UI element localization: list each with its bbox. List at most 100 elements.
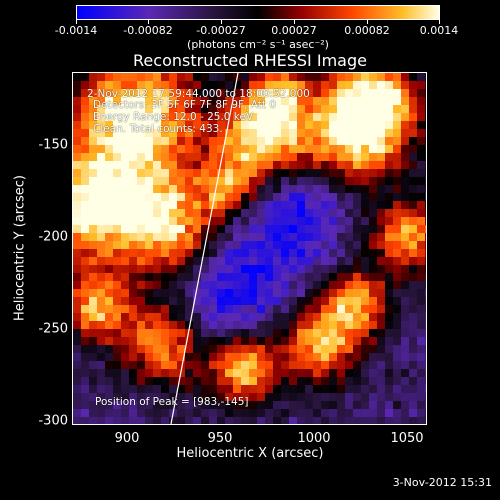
image-pixel — [137, 249, 145, 257]
image-pixel — [273, 257, 281, 265]
image-pixel — [257, 273, 265, 281]
image-pixel — [369, 273, 377, 281]
image-pixel — [289, 401, 297, 409]
image-pixel — [225, 233, 233, 241]
image-pixel — [361, 121, 369, 129]
image-pixel — [321, 353, 329, 361]
image-pixel — [217, 145, 225, 153]
colorbar-tick-label: 0.00082 — [344, 24, 390, 37]
image-pixel — [361, 385, 369, 393]
image-pixel — [305, 257, 313, 265]
image-pixel — [361, 313, 369, 321]
image-pixel — [401, 241, 409, 249]
image-pixel — [361, 185, 369, 193]
image-pixel — [249, 97, 257, 105]
image-pixel — [329, 345, 337, 353]
image-pixel — [289, 289, 297, 297]
image-pixel — [321, 97, 329, 105]
image-pixel — [297, 345, 305, 353]
image-pixel — [297, 225, 305, 233]
image-pixel — [409, 233, 417, 241]
image-pixel — [369, 241, 377, 249]
image-pixel — [281, 73, 289, 81]
image-pixel — [233, 89, 241, 97]
image-pixel — [145, 73, 153, 81]
image-pixel — [425, 417, 426, 424]
image-pixel — [257, 193, 265, 201]
image-pixel — [81, 393, 89, 401]
image-pixel — [265, 145, 273, 153]
image-pixel — [345, 409, 353, 417]
image-pixel — [377, 361, 385, 369]
image-pixel — [425, 153, 426, 161]
image-pixel — [217, 345, 225, 353]
image-pixel — [385, 193, 393, 201]
image-pixel — [369, 361, 377, 369]
image-pixel — [129, 297, 137, 305]
image-pixel — [73, 297, 81, 305]
image-pixel — [241, 169, 249, 177]
image-pixel — [377, 105, 385, 113]
image-pixel — [353, 273, 361, 281]
image-pixel — [209, 249, 217, 257]
image-pixel — [401, 273, 409, 281]
image-pixel — [265, 289, 273, 297]
image-pixel — [97, 145, 105, 153]
image-pixel — [145, 297, 153, 305]
image-pixel — [169, 89, 177, 97]
image-pixel — [217, 265, 225, 273]
image-pixel — [249, 121, 257, 129]
image-pixel — [145, 281, 153, 289]
image-pixel — [337, 105, 345, 113]
image-pixel — [249, 201, 257, 209]
image-pixel — [353, 97, 361, 105]
image-pixel — [185, 113, 193, 121]
image-pixel — [153, 305, 161, 313]
image-pixel — [385, 257, 393, 265]
image-pixel — [281, 329, 289, 337]
image-pixel — [81, 409, 89, 417]
image-pixel — [193, 193, 201, 201]
image-pixel — [161, 393, 169, 401]
image-pixel — [313, 393, 321, 401]
image-pixel — [393, 233, 401, 241]
image-pixel — [241, 393, 249, 401]
image-pixel — [305, 297, 313, 305]
image-pixel — [241, 249, 249, 257]
image-pixel — [121, 377, 129, 385]
image-pixel — [401, 121, 409, 129]
image-pixel — [377, 113, 385, 121]
image-pixel — [377, 121, 385, 129]
image-pixel — [81, 217, 89, 225]
image-pixel — [193, 97, 201, 105]
image-pixel — [113, 409, 121, 417]
image-pixel — [105, 105, 113, 113]
image-pixel — [73, 193, 81, 201]
image-pixel — [337, 169, 345, 177]
colorbar — [76, 5, 440, 20]
image-pixel — [145, 377, 153, 385]
image-pixel — [225, 337, 233, 345]
image-pixel — [377, 185, 385, 193]
image-pixel — [161, 233, 169, 241]
image-pixel — [377, 249, 385, 257]
image-pixel — [161, 73, 169, 81]
image-pixel — [385, 417, 393, 424]
image-pixel — [113, 137, 121, 145]
image-pixel — [225, 345, 233, 353]
image-pixel — [401, 329, 409, 337]
image-pixel — [81, 265, 89, 273]
image-pixel — [137, 169, 145, 177]
image-pixel — [161, 105, 169, 113]
image-pixel — [313, 273, 321, 281]
image-pixel — [105, 177, 113, 185]
image-pixel — [217, 185, 225, 193]
image-pixel — [425, 81, 426, 89]
image-pixel — [345, 297, 353, 305]
image-pixel — [209, 209, 217, 217]
image-pixel — [145, 345, 153, 353]
image-pixel — [345, 177, 353, 185]
image-pixel — [169, 417, 177, 424]
image-pixel — [377, 177, 385, 185]
image-pixel — [289, 161, 297, 169]
